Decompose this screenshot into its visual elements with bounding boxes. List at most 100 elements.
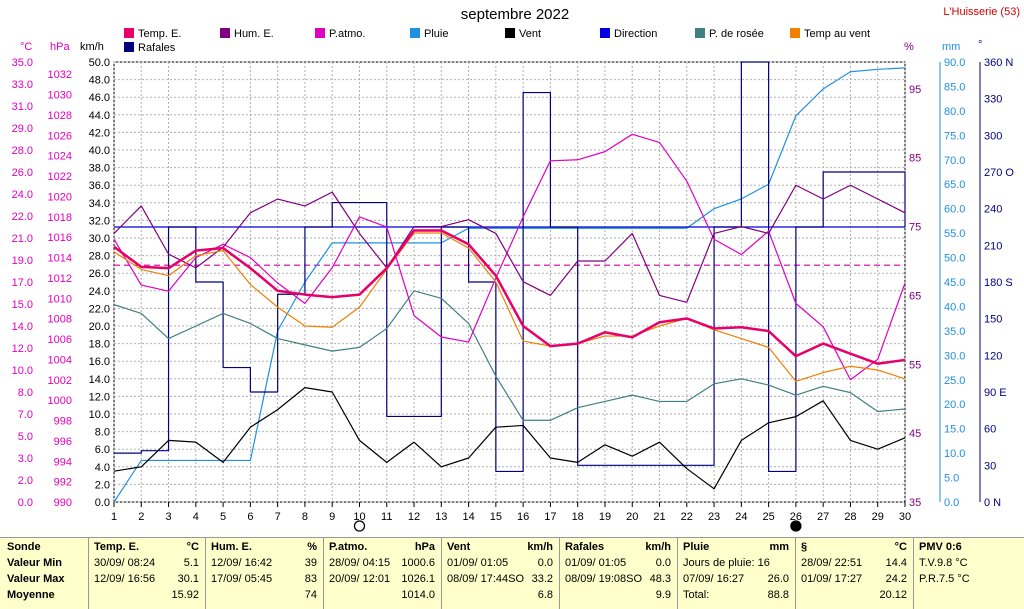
stats-column: Temp. E. °C 30/09/ 08:24 5.1 12/09/ 16:56 30.… xyxy=(88,538,206,609)
stats-row-labels: Sonde Valeur Min Valeur Max Moyenne xyxy=(0,538,89,609)
legend-label: P.atmo. xyxy=(329,28,366,40)
wind-tick-label: 20.0 xyxy=(89,321,110,333)
legend-swatch xyxy=(220,28,230,38)
temp-tick-label: 10.0 xyxy=(12,365,33,377)
stats-column-name: Rafales xyxy=(565,541,605,553)
stats-avg-value: 9.9 xyxy=(655,589,671,601)
temp-tick-label: 22.0 xyxy=(12,211,33,223)
series-line-p-atmo xyxy=(113,133,906,381)
stats-max-value: 26.0 xyxy=(767,573,789,585)
legend-swatch xyxy=(124,28,134,38)
stats-panel: Sonde Valeur Min Valeur Max Moyenne Temp. E.… xyxy=(0,537,1024,609)
x-tick-label: 26 xyxy=(790,511,802,523)
wind-tick-label: 0.0 xyxy=(95,497,110,509)
stats-avg-label: Total: xyxy=(683,589,710,601)
series-line-p-de-ros-e xyxy=(113,290,906,421)
pressure-tick-label: 992 xyxy=(54,477,72,489)
series-line-hum-e xyxy=(113,184,906,303)
legend-label: Direction xyxy=(614,28,657,40)
stats-min-date: 30/09/ 08:24 xyxy=(94,557,156,569)
pressure-tick-label: 1014 xyxy=(48,253,72,265)
rain-tick-label: 45.0 xyxy=(944,277,965,289)
stats-min-value: 1000.6 xyxy=(401,557,435,569)
stats-row-label: Valeur Max xyxy=(7,573,65,585)
legend-swatch xyxy=(600,28,610,38)
weather-chart: 1 2 3 4 5 6 7 8 9 10 11 12 13 14 15 16 17 18 19 20 21 22 23 24 2… xyxy=(12,28,1014,532)
rain-tick-label: 15.0 xyxy=(944,424,965,436)
stats-avg-value: 88.8 xyxy=(767,589,789,601)
stats-column-name: Hum. E. xyxy=(211,541,252,553)
direction-tick-label: 120 xyxy=(984,350,1002,362)
wind-tick-label: 30.0 xyxy=(89,233,110,245)
series-line-pluie xyxy=(113,67,906,503)
legend-swatch xyxy=(315,28,325,38)
pressure-tick-label: 1020 xyxy=(48,191,72,203)
rain-tick-label: 40.0 xyxy=(944,301,965,313)
stats-row-label: Sonde xyxy=(7,541,41,553)
stats-column: § °C 28/09/ 22:51 14.4 01/09/ 17:27 24.2 20.12 xyxy=(795,538,914,609)
direction-tick-label: 210 xyxy=(984,240,1002,252)
x-tick-label: 14 xyxy=(462,511,474,523)
x-tick-label: 23 xyxy=(708,511,720,523)
temp-axis-unit: °C xyxy=(20,41,32,53)
stats-max-date: 01/09/ 17:27 xyxy=(801,573,863,585)
wind-tick-label: 32.0 xyxy=(89,215,110,227)
x-tick-label: 2 xyxy=(138,511,144,523)
temp-tick-label: 31.0 xyxy=(12,101,33,113)
humidity-tick-label: 95 xyxy=(909,84,921,96)
stats-min-date: 01/09/ 01:05 xyxy=(565,557,627,569)
wind-tick-label: 42.0 xyxy=(89,127,110,139)
x-tick-label: 8 xyxy=(302,511,308,523)
wind-axis-unit: km/h xyxy=(80,41,104,53)
stats-min-date: 28/09/ 04:15 xyxy=(329,557,391,569)
stats-min-value: 0.0 xyxy=(655,557,671,569)
x-tick-label: 16 xyxy=(517,511,529,523)
stats-min-date: 12/09/ 16:42 xyxy=(211,557,273,569)
wind-tick-label: 2.0 xyxy=(95,479,110,491)
temp-tick-label: 15.0 xyxy=(12,299,33,311)
pressure-tick-label: 1032 xyxy=(48,69,72,81)
temp-tick-label: 17.0 xyxy=(12,277,33,289)
temp-tick-label: 26.0 xyxy=(12,167,33,179)
stats-row-label: Moyenne xyxy=(7,589,55,601)
x-tick-label: 4 xyxy=(193,511,199,523)
temp-tick-label: 7.0 xyxy=(18,409,33,421)
stats-column: P.atmo. hPa 28/09/ 04:15 1000.6 20/09/ 12:01… xyxy=(323,538,442,609)
temp-tick-label: 8.0 xyxy=(18,387,33,399)
stats-column-name: P.atmo. xyxy=(329,541,368,553)
stats-min-date: Jours de pluie: 16 xyxy=(683,557,770,569)
stats-pmv: PMV 0:6 T.V.9.8 °C P.R.7.5 °C xyxy=(913,538,1024,609)
legend-label: Hum. E. xyxy=(234,28,274,40)
legend-label: Pluie xyxy=(424,28,448,40)
stats-avg-value: 20.12 xyxy=(879,589,907,601)
stats-column-name: Temp. E. xyxy=(94,541,140,553)
pressure-axis-unit: hPa xyxy=(50,41,70,53)
stats-min-value: 14.4 xyxy=(885,557,907,569)
wind-tick-label: 44.0 xyxy=(89,110,110,122)
series-line-temp-e xyxy=(113,229,906,365)
x-tick-label: 24 xyxy=(735,511,747,523)
pressure-tick-label: 1010 xyxy=(48,293,72,305)
stats-min-date: 01/09/ 01:05 xyxy=(447,557,509,569)
chart-legend: Temp. E. Hum. E. P.atmo. Pluie Vent Direction… xyxy=(124,28,870,54)
temp-tick-label: 0.0 xyxy=(18,497,33,509)
wind-tick-label: 18.0 xyxy=(89,339,110,351)
pressure-tick-label: 1030 xyxy=(48,90,72,102)
stats-column-unit: °C xyxy=(186,541,199,553)
x-tick-label: 11 xyxy=(381,511,392,523)
pmv-pr: P.R.7.5 °C xyxy=(919,573,970,585)
stats-max-date: 17/09/ 05:45 xyxy=(211,573,273,585)
stats-avg-value: 1014.0 xyxy=(401,589,435,601)
stats-column-name: Pluie xyxy=(683,541,710,553)
legend-label: P. de rosée xyxy=(709,28,764,40)
x-tick-label: 29 xyxy=(872,511,884,523)
pressure-tick-label: 1024 xyxy=(48,151,72,163)
wind-tick-label: 16.0 xyxy=(89,356,110,368)
stats-max-value: 83 xyxy=(304,573,317,585)
legend-label: Temp. E. xyxy=(138,28,181,40)
wind-tick-label: 36.0 xyxy=(89,180,110,192)
pressure-tick-label: 1008 xyxy=(48,314,72,326)
x-tick-label: 15 xyxy=(490,511,502,523)
pressure-tick-label: 1028 xyxy=(48,110,72,122)
wind-tick-label: 8.0 xyxy=(95,427,110,439)
